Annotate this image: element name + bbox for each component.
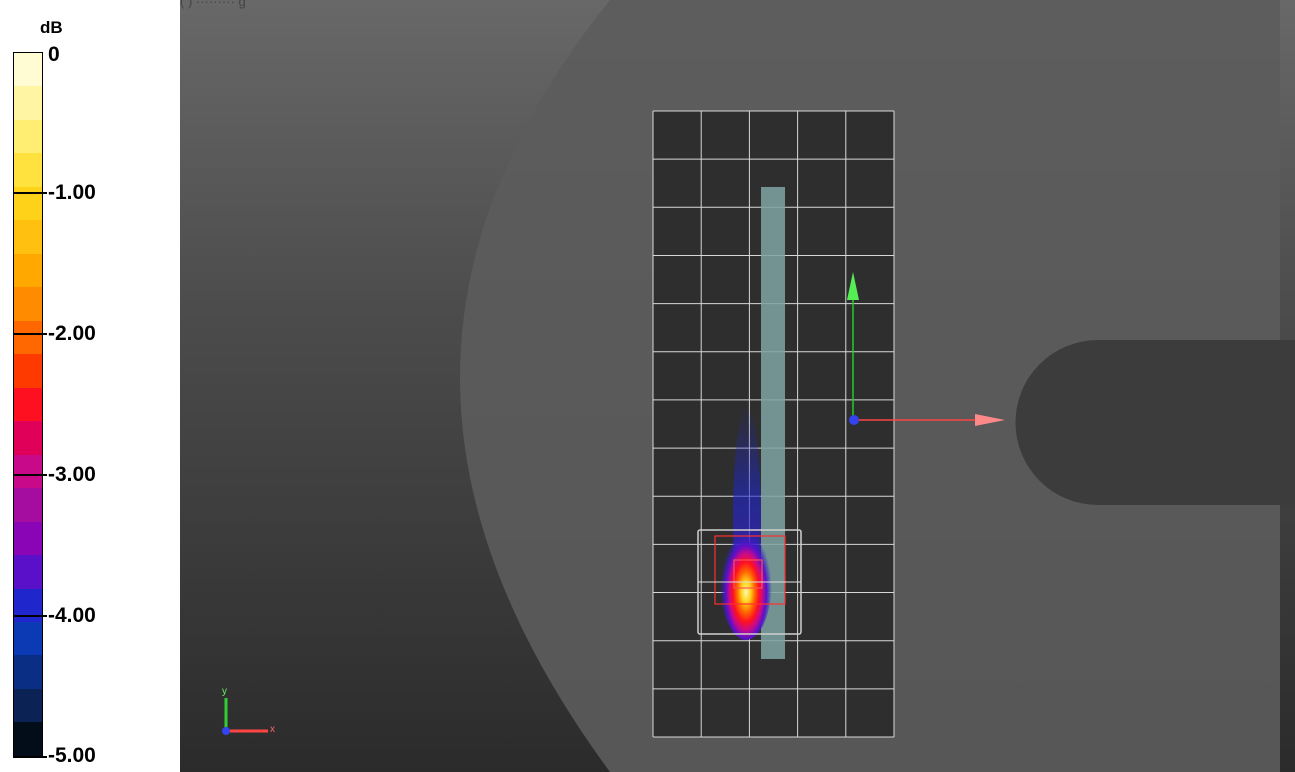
colorbar-swatch — [14, 253, 42, 288]
colorbar-swatch — [14, 86, 42, 120]
colorbar-tick-mark — [13, 615, 47, 617]
colorbar-swatch — [14, 521, 42, 556]
colorbar-swatch — [14, 119, 42, 154]
triad-y-label: y — [222, 686, 227, 697]
colorbar-swatch — [14, 387, 42, 422]
origin-marker — [849, 415, 859, 425]
colorbar-swatch — [14, 354, 42, 388]
colorbar-swatch — [14, 320, 42, 355]
zoom-scan-inner-box — [733, 559, 763, 589]
phantom-notch — [1015, 340, 1295, 505]
colorbar-swatch — [14, 287, 42, 321]
colorbar-swatch — [14, 655, 42, 689]
viewport-header-text: ( ) ········· g — [180, 0, 246, 9]
colorbar-swatch — [14, 220, 42, 254]
colorbar-tick-mark — [13, 333, 47, 335]
colorbar-swatch — [14, 421, 42, 455]
colorbar-legend: dB 0 -1.00 -2.00 -3.00 -4.00 -5.00 — [0, 0, 180, 772]
triad-x-label: x — [270, 724, 275, 735]
y-axis-arrow-head — [847, 272, 859, 300]
sar-hotspot — [720, 520, 772, 640]
colorbar-tick-label: -5.00 — [48, 744, 96, 767]
colorbar-unit-label: dB — [40, 18, 63, 37]
zoom-scan-mid-box — [714, 535, 786, 605]
colorbar-tick-label: 0 — [48, 43, 60, 66]
orientation-triad: y x — [222, 686, 275, 735]
x-axis-arrow-head — [975, 414, 1005, 426]
colorbar-swatch — [14, 53, 42, 87]
colorbar-tick-label: -1.00 — [48, 181, 96, 204]
colorbar-tick-label: -3.00 — [48, 463, 96, 486]
3d-viewport[interactable]: ( ) ········· g — [180, 0, 1295, 772]
colorbar-tick-mark — [13, 756, 47, 758]
colorbar-scale — [13, 52, 43, 757]
sar-scene[interactable]: y x — [180, 0, 1295, 772]
colorbar-tick-mark — [13, 192, 47, 194]
colorbar-tick-label: -4.00 — [48, 604, 96, 627]
colorbar-swatch — [14, 722, 42, 756]
colorbar-swatch — [14, 621, 42, 656]
colorbar-swatch — [14, 688, 42, 723]
colorbar-swatch — [14, 454, 42, 489]
colorbar-tick-label: -2.00 — [48, 322, 96, 345]
colorbar-tick-mark — [13, 474, 47, 476]
colorbar-swatch — [14, 153, 42, 187]
colorbar-swatch — [14, 488, 42, 522]
colorbar-swatch — [14, 555, 42, 589]
